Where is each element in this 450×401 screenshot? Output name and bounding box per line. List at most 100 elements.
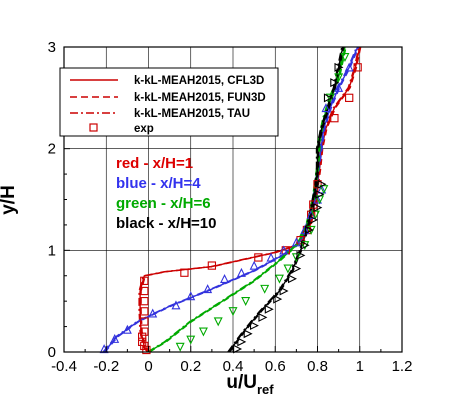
exp-marker bbox=[313, 203, 323, 213]
exp-marker bbox=[287, 274, 297, 284]
y-tick-label: 0 bbox=[48, 344, 56, 361]
legend-label-exp: exp bbox=[134, 123, 154, 135]
exp-markers bbox=[99, 53, 362, 355]
exp-marker bbox=[260, 284, 270, 294]
exp-marker bbox=[171, 300, 181, 310]
exp-marker bbox=[148, 308, 158, 318]
exp-marker bbox=[207, 261, 217, 270]
annotation-red: red - x/H=1 bbox=[116, 155, 193, 172]
exp-marker bbox=[140, 327, 149, 336]
exp-marker bbox=[175, 342, 185, 352]
exp-marker bbox=[266, 252, 276, 262]
y-tick-label: 1 bbox=[48, 242, 56, 259]
legend-label-fun3d: k-kL-MEAH2015, FUN3D bbox=[134, 92, 266, 104]
exp-marker bbox=[236, 267, 246, 277]
exp-marker bbox=[110, 333, 120, 343]
exp-marker bbox=[334, 62, 344, 72]
exp-marker bbox=[292, 264, 302, 274]
x-tick-label: 0.2 bbox=[180, 358, 201, 375]
exp-marker bbox=[279, 245, 289, 255]
y-tick-label: 2 bbox=[48, 141, 56, 158]
exp-marker bbox=[313, 180, 322, 189]
exp-marker bbox=[317, 184, 327, 194]
exp-marker bbox=[313, 194, 322, 204]
exp-marker bbox=[186, 291, 196, 301]
exp-marker bbox=[273, 294, 283, 304]
exp-marker bbox=[249, 321, 259, 331]
exp-marker bbox=[296, 250, 306, 260]
exp-marker bbox=[237, 337, 247, 347]
exp-marker bbox=[309, 200, 318, 209]
exp-marker bbox=[300, 241, 310, 251]
exp-marker bbox=[304, 225, 314, 235]
exp-marker bbox=[353, 63, 362, 72]
exp-marker bbox=[334, 82, 344, 92]
exp-marker bbox=[310, 210, 320, 220]
exp-marker bbox=[330, 114, 339, 123]
exp-marker bbox=[198, 327, 208, 337]
y-tick-label: 3 bbox=[48, 39, 56, 56]
exp-marker bbox=[203, 284, 213, 294]
x-tick-label: 0 bbox=[144, 358, 152, 375]
exp-marker bbox=[306, 209, 316, 219]
exp-marker bbox=[241, 297, 251, 306]
exp-marker bbox=[291, 237, 301, 247]
exp-marker bbox=[213, 317, 223, 327]
exp-marker bbox=[243, 329, 253, 339]
annotations: red - x/H=1 blue - x/H=4 green - x/H=6 b… bbox=[116, 155, 216, 232]
exp-marker bbox=[291, 253, 301, 263]
x-tick-label: 0.6 bbox=[265, 358, 286, 375]
exp-marker bbox=[321, 103, 331, 113]
exp-marker bbox=[344, 62, 354, 72]
legend: k-kL-MEAH2015, CFL3D k-kL-MEAH2015, FUN3… bbox=[59, 67, 279, 137]
x-tick-label: -0.2 bbox=[93, 358, 119, 375]
x-axis-label: u/Uref bbox=[226, 372, 274, 397]
x-tick-label: 1.2 bbox=[392, 358, 413, 375]
annotation-green: green - x/H=6 bbox=[116, 195, 211, 212]
series-line bbox=[147, 46, 345, 353]
annotation-blue: blue - x/H=4 bbox=[116, 175, 201, 192]
x-tick-label: 1 bbox=[356, 358, 364, 375]
exp-marker bbox=[264, 304, 274, 314]
exp-marker bbox=[334, 73, 344, 83]
axis-ticks: -0.4 -0.2 0 0.2 0.4 0.6 0.8 1 1.2 0 1 2 3 bbox=[48, 39, 413, 375]
exp-marker bbox=[330, 78, 340, 88]
exp-marker bbox=[140, 297, 149, 306]
exp-marker bbox=[138, 337, 147, 346]
exp-marker bbox=[300, 225, 310, 235]
exp-marker bbox=[274, 274, 284, 284]
exp-marker bbox=[138, 332, 147, 341]
exp-marker bbox=[186, 335, 196, 345]
series-line bbox=[227, 46, 343, 353]
exp-marker bbox=[254, 253, 263, 262]
x-tick-label: 0.4 bbox=[223, 358, 244, 375]
x-tick-label: 0.8 bbox=[307, 358, 328, 375]
exp-marker bbox=[220, 273, 230, 283]
exp-marker bbox=[140, 307, 149, 316]
legend-label-tau: k-kL-MEAH2015, TAU bbox=[134, 108, 250, 120]
exp-marker bbox=[122, 324, 132, 334]
exp-marker bbox=[249, 260, 259, 270]
exp-marker bbox=[300, 240, 310, 250]
exp-marker bbox=[140, 276, 149, 285]
exp-marker bbox=[228, 307, 238, 317]
y-axis-label: y/H bbox=[0, 185, 19, 215]
exp-marker bbox=[315, 189, 325, 199]
legend-marker-square bbox=[89, 123, 98, 132]
exp-marker bbox=[233, 344, 243, 354]
exp-marker bbox=[180, 268, 189, 277]
exp-marker bbox=[140, 317, 149, 326]
exp-marker bbox=[340, 53, 350, 62]
annotation-black: black - x/H=10 bbox=[116, 215, 216, 232]
exp-marker bbox=[323, 93, 333, 103]
legend-label-cfl3d: k-kL-MEAH2015, CFL3D bbox=[134, 75, 264, 87]
exp-marker bbox=[317, 179, 327, 189]
x-tick-label: -0.4 bbox=[51, 358, 77, 375]
exp-marker bbox=[309, 215, 319, 225]
exp-marker bbox=[279, 286, 289, 296]
exp-marker bbox=[283, 264, 293, 274]
exp-marker bbox=[140, 286, 149, 296]
series-line bbox=[102, 46, 358, 353]
exp-marker bbox=[258, 312, 268, 322]
